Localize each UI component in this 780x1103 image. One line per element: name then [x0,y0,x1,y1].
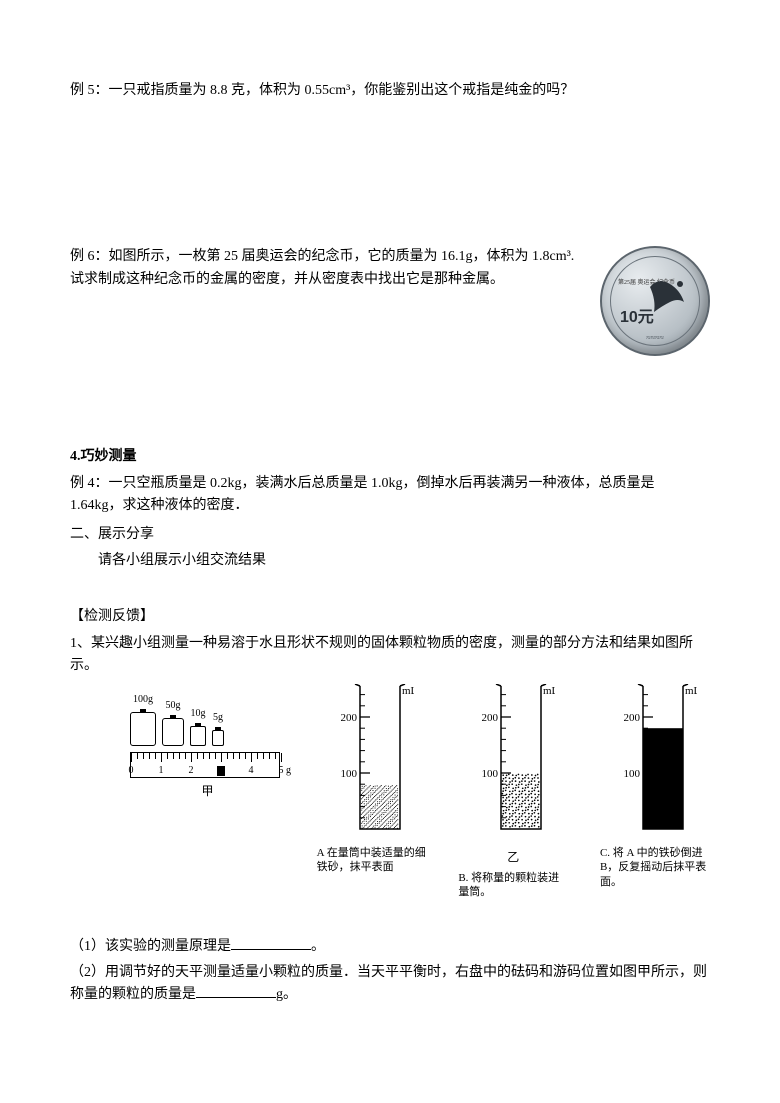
svg-text:mL: mL [685,685,697,697]
share-heading: 二、展示分享 [70,524,710,546]
section4-heading: 4.巧妙测量 [70,446,710,468]
cylinder-a-block: 100 200 mL A 在量筒中装适量的细铁砂，抹平表面 [317,684,427,875]
svg-text:100: 100 [623,768,640,780]
weight-5g: 5g [212,710,224,746]
balance-block: 100g 50g 10g 5g g 012345 甲 [130,684,285,801]
cylinder-c: 100 200 mL [600,684,710,842]
spacer [70,576,710,606]
cylinder-b: 100 200 mL [458,684,568,842]
q1-intro: 1、某兴趣小组测量一种易溶于水且形状不规则的固体颗粒物质的密度，测量的部分方法和… [70,633,710,678]
coin-image: 第25届 奥运会 纪念币 10元 ≈≈≈≈ [600,246,710,356]
share-text: 请各小组展示小组交流结果 [70,550,710,572]
ruler-unit: g [286,763,291,779]
cylinder-a: 100 200 mL [317,684,427,842]
weight-50g: 50g [162,698,184,746]
cylinder-b-block: 100 200 mL 乙 B. 将称量的颗粒装进量筒。 [458,684,568,900]
ex6-row: 例 6：如图所示，一枚第 25 届奥运会的纪念币，它的质量为 16.1g，体积为… [70,246,710,356]
weights-row: 100g 50g 10g 5g [130,684,285,746]
weight-100g: 100g [130,692,156,746]
svg-text:200: 200 [482,712,499,724]
coin-denom: 10元 [620,305,654,331]
ex5-text: 例 5：一只戒指质量为 8.8 克，体积为 0.55cm³，你能鉴别出这个戒指是… [70,80,710,102]
q1-2-unit: g。 [276,987,297,1002]
cyl-c-caption: C. 将 A 中的铁砂倒进 B，反复摇动后抹平表面。 [600,846,710,889]
q1-2: （2）用调节好的天平测量适量小颗粒的质量．当天平平衡时，右盘中的砝码和游码位置如… [70,962,710,1007]
feedback-heading: 【检测反馈】 [70,606,710,628]
svg-text:mL: mL [402,685,414,697]
spacer [70,356,710,446]
svg-text:200: 200 [623,712,640,724]
q1-1-tail: 。 [311,939,325,954]
ex6-text: 例 6：如图所示，一枚第 25 届奥运会的纪念币，它的质量为 16.1g，体积为… [70,246,590,291]
q1-2-blank[interactable] [196,984,276,998]
q1-1-text: （1）该实验的测量原理是 [70,939,231,954]
svg-text:100: 100 [340,768,357,780]
svg-text:200: 200 [340,712,357,724]
coin-waves-icon: ≈≈≈≈ [646,332,664,345]
cylinder-c-block: 100 200 mL C. 将 A 中的铁砂倒进 B，反复摇动后抹平表面。 [600,684,710,889]
weight-10g: 10g [190,706,206,746]
spacer [70,906,710,936]
balance-label: 甲 [130,782,285,801]
q1-1-blank[interactable] [231,936,311,950]
spacer [70,106,710,246]
svg-text:100: 100 [482,768,499,780]
cyl-a-caption: A 在量筒中装适量的细铁砂，抹平表面 [317,846,427,875]
cyl-b-caption: B. 将称量的颗粒装进量筒。 [458,871,568,900]
cyl-b-sublabel: 乙 [458,848,568,867]
q1-1: （1）该实验的测量原理是 。 [70,936,710,958]
svg-text:mL: mL [543,685,555,697]
q1-2-text: （2）用调节好的天平测量适量小颗粒的质量．当天平平衡时，右盘中的砝码和游码位置如… [70,965,707,1002]
diagram-row: 100g50g10g5g g 012345 甲 100200mL A 在量筒中装… [130,684,710,900]
ruler: g 012345 [130,752,280,778]
ex4-text: 例 4：一只空瓶质量是 0.2kg，装满水后总质量是 1.0kg，倒掉水后再装满… [70,473,710,518]
